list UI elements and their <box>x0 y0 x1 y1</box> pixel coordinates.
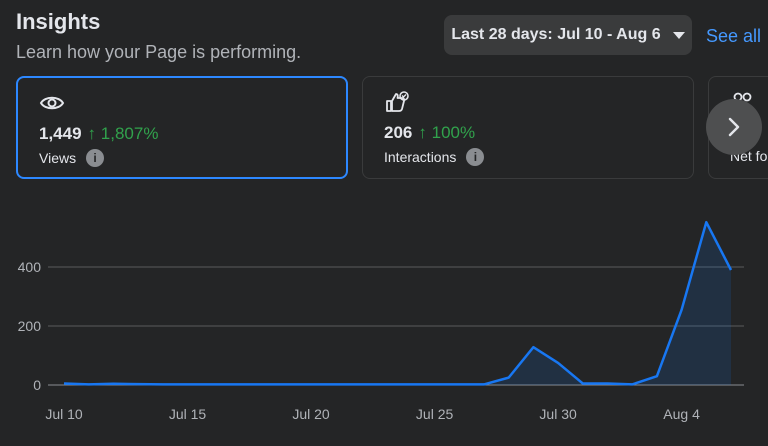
data-point[interactable] <box>481 381 487 387</box>
data-point[interactable] <box>555 360 561 366</box>
data-point[interactable] <box>160 381 166 387</box>
data-point[interactable] <box>703 219 709 225</box>
x-tick-label: Jul 25 <box>416 406 454 422</box>
data-point[interactable] <box>382 381 388 387</box>
date-range-dropdown[interactable]: Last 28 days: Jul 10 - Aug 6 <box>444 15 692 55</box>
data-point[interactable] <box>728 267 734 273</box>
x-tick-label: Jul 30 <box>539 406 577 422</box>
data-point[interactable] <box>357 381 363 387</box>
metric-change: ↑ 100% <box>418 123 476 142</box>
see-all-link[interactable]: See all <box>706 26 762 46</box>
interactions-icon <box>386 91 409 112</box>
metric-cards: 1,449 ↑ 1,807% Views i 206 ↑ 100% Intera… <box>16 76 768 179</box>
metric-value: 206 <box>384 123 413 142</box>
data-point[interactable] <box>209 381 215 387</box>
data-point[interactable] <box>234 381 240 387</box>
next-card-button[interactable] <box>706 99 762 155</box>
views-line-chart: 0 200 400 Jul 10 Jul 15 Jul 20 Jul 25 Jul 30 Aug… <box>18 219 744 422</box>
metric-card-interactions[interactable]: 206 ↑ 100% Interactions i <box>362 76 694 179</box>
info-icon[interactable]: i <box>86 149 105 167</box>
x-tick-label: Aug 4 <box>663 406 700 422</box>
metric-label: Interactions <box>384 149 457 165</box>
info-icon[interactable]: i <box>466 148 485 166</box>
data-point[interactable] <box>185 381 191 387</box>
data-point[interactable] <box>679 307 685 313</box>
series-line <box>63 220 733 386</box>
data-point[interactable] <box>135 381 141 387</box>
metric-value: 1,449 <box>39 124 82 143</box>
metric-card-views[interactable]: 1,449 ↑ 1,807% Views i <box>16 76 348 179</box>
x-tick-label: Jul 15 <box>169 406 207 422</box>
data-point[interactable] <box>506 375 512 381</box>
data-point[interactable] <box>259 381 265 387</box>
date-range-label: Last 28 days: Jul 10 - Aug 6 <box>451 26 661 43</box>
caret-down-icon <box>672 31 685 39</box>
data-point[interactable] <box>333 381 339 387</box>
page-title: Insights <box>16 9 101 34</box>
data-point[interactable] <box>432 381 438 387</box>
data-point[interactable] <box>654 373 660 379</box>
data-point[interactable] <box>283 381 289 387</box>
data-point[interactable] <box>629 381 635 387</box>
data-point[interactable] <box>308 381 314 387</box>
data-point[interactable] <box>456 381 462 387</box>
data-point[interactable] <box>86 381 92 387</box>
data-point[interactable] <box>407 381 413 387</box>
y-tick-label: 400 <box>18 259 42 275</box>
page-subtitle: Learn how your Page is performing. <box>16 42 302 62</box>
y-tick-label: 0 <box>33 377 41 393</box>
y-tick-label: 200 <box>18 318 42 334</box>
data-point[interactable] <box>530 344 536 350</box>
metric-change: ↑ 1,807% <box>87 124 159 143</box>
series-area <box>64 222 731 385</box>
metric-label: Views <box>39 150 77 166</box>
data-point[interactable] <box>605 381 611 387</box>
x-tick-label: Jul 10 <box>45 406 83 422</box>
chevron-right-icon <box>728 117 740 137</box>
data-point[interactable] <box>580 381 586 387</box>
data-point[interactable] <box>110 381 116 387</box>
x-tick-label: Jul 20 <box>292 406 330 422</box>
eye-icon <box>39 96 65 110</box>
data-point[interactable] <box>61 381 67 387</box>
